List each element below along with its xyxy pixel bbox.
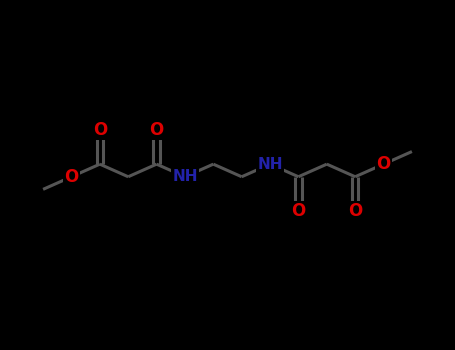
Text: O: O (149, 121, 164, 139)
Text: O: O (64, 168, 79, 186)
Text: O: O (348, 202, 362, 220)
Text: NH: NH (172, 169, 197, 184)
Text: O: O (291, 202, 306, 220)
Text: NH: NH (258, 157, 283, 172)
Text: O: O (376, 155, 391, 173)
Text: O: O (93, 121, 107, 139)
